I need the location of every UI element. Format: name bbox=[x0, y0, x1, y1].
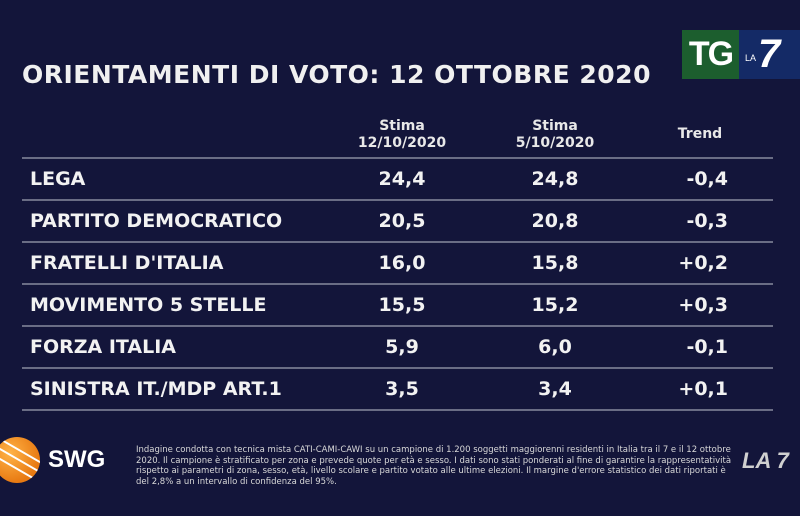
trend-value: +0,3 bbox=[678, 294, 728, 316]
party-name: MOVIMENTO 5 STELLE bbox=[30, 294, 267, 316]
trend-value: -0,3 bbox=[686, 210, 728, 232]
seven-logo-text: 7 bbox=[758, 32, 781, 76]
table-row: SINISTRA IT./MDP ART.1 3,5 3,4 +0,1 bbox=[22, 367, 773, 411]
party-name: SINISTRA IT./MDP ART.1 bbox=[30, 378, 282, 400]
header-line: Stima bbox=[379, 118, 425, 134]
party-name: PARTITO DEMOCRATICO bbox=[30, 210, 283, 232]
methodology-note: Indagine condotta con tecnica mista CATI… bbox=[136, 445, 732, 487]
header-line: Trend bbox=[677, 126, 723, 142]
trend-value: -0,1 bbox=[686, 336, 728, 358]
poll-table: LEGA 24,4 24,8 -0,4 PARTITO DEMOCRATICO 20,5 2… bbox=[22, 157, 773, 411]
current-estimate: 3,5 bbox=[385, 378, 419, 400]
la-logo-text: LA bbox=[745, 52, 757, 63]
party-name: FORZA ITALIA bbox=[30, 336, 176, 358]
party-name: LEGA bbox=[30, 168, 86, 190]
swg-logo: SWG bbox=[0, 437, 105, 483]
current-estimate: 5,9 bbox=[385, 336, 419, 358]
la7-watermark: LA 7 bbox=[742, 448, 789, 473]
page-title: ORIENTAMENTI DI VOTO: 12 OTTOBRE 2020 bbox=[22, 60, 651, 89]
globe-icon bbox=[0, 437, 40, 483]
table-row: FORZA ITALIA 5,9 6,0 -0,1 bbox=[22, 325, 773, 367]
party-name: FRATELLI D'ITALIA bbox=[30, 252, 224, 274]
table-row: PARTITO DEMOCRATICO 20,5 20,8 -0,3 bbox=[22, 199, 773, 241]
table-row: FRATELLI D'ITALIA 16,0 15,8 +0,2 bbox=[22, 241, 773, 283]
column-header-previous: Stima 5/10/2020 bbox=[505, 118, 605, 152]
trend-value: +0,1 bbox=[678, 378, 728, 400]
previous-estimate: 3,4 bbox=[538, 378, 572, 400]
column-header-trend: Trend bbox=[660, 126, 740, 143]
header-line: 12/10/2020 bbox=[357, 135, 447, 151]
header-line: Stima bbox=[532, 118, 578, 134]
header-line: 5/10/2020 bbox=[515, 135, 595, 151]
table-row: MOVIMENTO 5 STELLE 15,5 15,2 +0,3 bbox=[22, 283, 773, 325]
current-estimate: 15,5 bbox=[378, 294, 426, 316]
tg-logo-text: TG bbox=[682, 30, 739, 79]
column-header-current: Stima 12/10/2020 bbox=[352, 118, 452, 152]
current-estimate: 16,0 bbox=[378, 252, 426, 274]
previous-estimate: 20,8 bbox=[531, 210, 579, 232]
table-row: LEGA 24,4 24,8 -0,4 bbox=[22, 157, 773, 199]
current-estimate: 24,4 bbox=[378, 168, 426, 190]
previous-estimate: 15,8 bbox=[531, 252, 579, 274]
previous-estimate: 15,2 bbox=[531, 294, 579, 316]
trend-value: -0,4 bbox=[686, 168, 728, 190]
current-estimate: 20,5 bbox=[378, 210, 426, 232]
trend-value: +0,2 bbox=[678, 252, 728, 274]
previous-estimate: 24,8 bbox=[531, 168, 579, 190]
tg-la7-logo: TG LA 7 bbox=[682, 30, 800, 79]
pollster-name: SWG bbox=[48, 446, 106, 473]
previous-estimate: 6,0 bbox=[538, 336, 572, 358]
